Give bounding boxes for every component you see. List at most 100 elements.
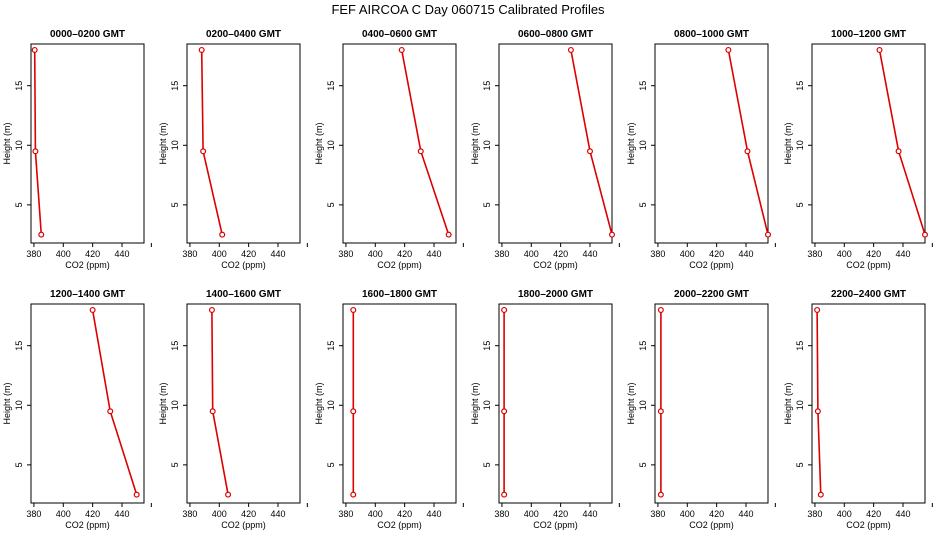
profile-point [200, 148, 207, 155]
y-tick-label: 15 [482, 341, 492, 351]
plot-frame [654, 43, 769, 244]
x-tick-label: 440 [270, 509, 285, 519]
profile-panel: 1400–1600 GMT 380 400 420 440 5 10 15 CO2 (ppm) H… [158, 289, 308, 530]
panel-title: 0600–0800 GMT [518, 29, 593, 40]
y-tick-label: 10 [326, 400, 336, 410]
y-axis-label: Height (m) [158, 382, 168, 424]
y-tick-label: 5 [326, 202, 336, 207]
x-tick-label: 420 [709, 249, 724, 259]
y-tick-label: 5 [795, 202, 805, 207]
profile-point [198, 46, 205, 53]
profile-panel: 0200–0400 GMT 380 400 420 440 5 10 15 CO2 (ppm) H… [158, 29, 308, 270]
x-axis-label: CO2 (ppm) [689, 520, 734, 530]
plot-frame [811, 43, 926, 244]
profile-point [501, 306, 508, 313]
x-axis-label: CO2 (ppm) [65, 520, 110, 530]
profile-panel: 0600–0800 GMT 380 400 420 440 5 10 15 CO2 (ppm) H… [470, 29, 620, 270]
x-tick-label: 440 [114, 509, 129, 519]
profile-panel: 1000–1200 GMT 380 400 420 440 5 10 15 CO2 (ppm) H… [783, 29, 933, 270]
x-axis-label: CO2 (ppm) [377, 520, 422, 530]
panel-title: 1600–1800 GMT [362, 289, 437, 300]
y-tick-label: 15 [14, 341, 24, 351]
profile-point [398, 46, 405, 53]
profile-point [895, 148, 902, 155]
profile-point [208, 306, 215, 313]
profile-point [657, 408, 664, 415]
y-axis-label: Height (m) [626, 122, 636, 164]
x-axis-label: CO2 (ppm) [377, 260, 422, 270]
y-axis-label: Height (m) [470, 122, 480, 164]
x-tick-label: 400 [837, 509, 852, 519]
panel-title: 1800–2000 GMT [518, 289, 593, 300]
panel-title: 0200–0400 GMT [206, 29, 281, 40]
profile-point [225, 491, 232, 498]
y-tick-label: 15 [638, 81, 648, 91]
figure-title: FEF AIRCOA C Day 060715 Calibrated Profi… [331, 2, 605, 17]
profile-point [501, 491, 508, 498]
y-axis-label: Height (m) [783, 382, 793, 424]
profile-line [211, 309, 229, 495]
x-tick-label: 440 [426, 509, 441, 519]
profile-panel: 1200–1400 GMT 380 400 420 440 5 10 15 CO2 (ppm) H… [2, 289, 152, 530]
y-tick-label: 15 [326, 81, 336, 91]
x-tick-label: 380 [182, 509, 197, 519]
y-tick-label: 15 [638, 341, 648, 351]
profile-point [657, 491, 664, 498]
x-tick-label: 420 [709, 509, 724, 519]
y-tick-label: 15 [170, 81, 180, 91]
x-axis-label: CO2 (ppm) [533, 260, 578, 270]
profile-panel: 0000–0200 GMT 380 400 420 440 5 10 15 CO2 (ppm) H… [2, 29, 152, 270]
x-tick-label: 440 [895, 509, 910, 519]
panel-title: 1400–1600 GMT [206, 289, 281, 300]
x-tick-label: 400 [524, 249, 539, 259]
x-axis-label: CO2 (ppm) [533, 520, 578, 530]
profile-point [567, 46, 574, 53]
x-tick-label: 420 [553, 509, 568, 519]
x-tick-label: 440 [738, 509, 753, 519]
x-tick-label: 400 [524, 509, 539, 519]
profile-point [744, 148, 751, 155]
profile-point [501, 408, 508, 415]
plot-frame [342, 303, 457, 504]
profile-line [816, 309, 822, 495]
plot-frame [30, 43, 145, 244]
y-tick-label: 10 [14, 400, 24, 410]
plot-frame [186, 303, 301, 504]
x-axis-label: CO2 (ppm) [221, 260, 266, 270]
y-tick-label: 15 [14, 81, 24, 91]
x-tick-label: 380 [182, 249, 197, 259]
panel-title: 1200–1400 GMT [50, 289, 125, 300]
plot-frame [342, 43, 457, 244]
x-tick-label: 420 [85, 509, 100, 519]
y-tick-label: 5 [482, 202, 492, 207]
x-tick-label: 380 [338, 249, 353, 259]
profile-line [727, 49, 769, 235]
y-tick-label: 10 [795, 140, 805, 150]
y-tick-label: 15 [482, 81, 492, 91]
x-axis-label: CO2 (ppm) [846, 260, 891, 270]
x-tick-label: 420 [241, 509, 256, 519]
y-axis-label: Height (m) [2, 382, 12, 424]
profile-point [417, 148, 424, 155]
y-tick-label: 15 [170, 341, 180, 351]
plot-frame [498, 43, 613, 244]
profile-panel: 2200–2400 GMT 380 400 420 440 5 10 15 CO2 (ppm) H… [783, 289, 933, 530]
y-tick-label: 10 [326, 140, 336, 150]
profile-point [350, 408, 357, 415]
x-tick-label: 400 [680, 509, 695, 519]
x-tick-label: 380 [650, 249, 665, 259]
x-tick-label: 400 [368, 249, 383, 259]
y-axis-label: Height (m) [783, 122, 793, 164]
profile-point [32, 148, 39, 155]
x-axis-label: CO2 (ppm) [65, 260, 110, 270]
y-axis-label: Height (m) [470, 382, 480, 424]
y-tick-label: 5 [795, 462, 805, 467]
y-tick-label: 5 [170, 462, 180, 467]
x-tick-label: 440 [114, 249, 129, 259]
profile-panel: 0400–0600 GMT 380 400 420 440 5 10 15 CO2 (ppm) H… [314, 29, 464, 270]
x-tick-label: 380 [26, 509, 41, 519]
profile-point [921, 231, 928, 238]
y-tick-label: 15 [795, 81, 805, 91]
profile-point [350, 306, 357, 313]
x-tick-label: 420 [866, 249, 881, 259]
